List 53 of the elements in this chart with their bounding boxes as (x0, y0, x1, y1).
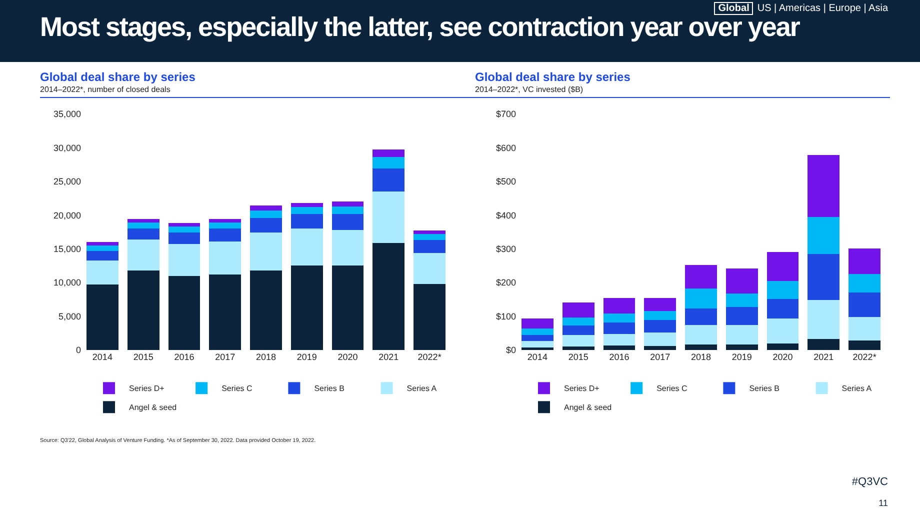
x-tick-label: 2020 (338, 352, 358, 362)
y-tick-label: $500 (496, 176, 516, 187)
legend-label: Series B (749, 384, 780, 394)
chart-subtitle: 2014–2022*, VC invested ($B) (475, 85, 584, 94)
x-tick-label: 2022* (852, 352, 877, 362)
x-tick-label: 2021 (814, 352, 834, 362)
x-tick-label: 2021 (378, 352, 399, 362)
y-tick-label: $300 (496, 244, 516, 254)
y-tick-label: 15,000 (53, 244, 81, 254)
y-tick-label: 0 (76, 345, 81, 356)
x-tick-label: 2014 (92, 352, 112, 362)
chart-subtitle: 2014–2022*, number of closed deals (40, 85, 170, 94)
y-tick-label: $600 (496, 142, 516, 153)
x-tick-label: 2020 (772, 352, 793, 362)
text: 11 (878, 498, 888, 508)
x-tick-label: 2016 (174, 352, 194, 362)
legend-label: Series C (222, 384, 252, 394)
legend-label: Series A (406, 384, 438, 394)
text: #Q3VC (852, 476, 888, 488)
y-tick-label: 30,000 (53, 142, 81, 153)
y-tick-label: 20,000 (53, 210, 81, 220)
x-tick-label: 2019 (296, 352, 317, 362)
legend-label: Angel & seed (564, 403, 612, 412)
x-tick-label: 2018 (690, 352, 712, 362)
y-tick-label: 25,000 (53, 176, 81, 187)
x-tick-label: 2016 (609, 352, 630, 362)
chart-title: Global deal share by series (40, 70, 196, 84)
legend-label: Series D+ (129, 384, 165, 394)
legend-label: Series B (314, 384, 344, 394)
legend-label: Angel & seed (129, 403, 177, 412)
chart-title: Global deal share by series (475, 70, 630, 84)
x-tick-label: 2015 (133, 352, 154, 362)
text: Global (714, 2, 754, 15)
x-tick-label: 2019 (732, 352, 752, 362)
legend-label: Series A (842, 384, 872, 394)
x-tick-label: 2014 (527, 352, 548, 362)
y-tick-label: $100 (496, 311, 516, 322)
legend-label: Series C (656, 384, 688, 394)
x-tick-label: 2015 (568, 352, 588, 362)
text: US | Americas | Europe | Asia (757, 3, 888, 14)
y-tick-label: $700 (496, 109, 516, 120)
y-tick-label: 10,000 (53, 278, 81, 288)
x-tick-label: 2018 (256, 352, 276, 362)
x-tick-label: 2017 (650, 352, 670, 362)
legend-label: Series D+ (564, 384, 600, 394)
y-tick-label: 5,000 (58, 311, 81, 322)
text: Most stages, especially the latter, see contraction year over year (40, 12, 800, 43)
y-tick-label: 35,000 (53, 109, 81, 120)
x-tick-label: 2022* (418, 352, 442, 362)
x-tick-label: 2017 (215, 352, 236, 362)
y-tick-label: $0 (506, 345, 516, 356)
y-tick-label: $200 (496, 278, 516, 288)
y-tick-label: $400 (496, 210, 516, 220)
